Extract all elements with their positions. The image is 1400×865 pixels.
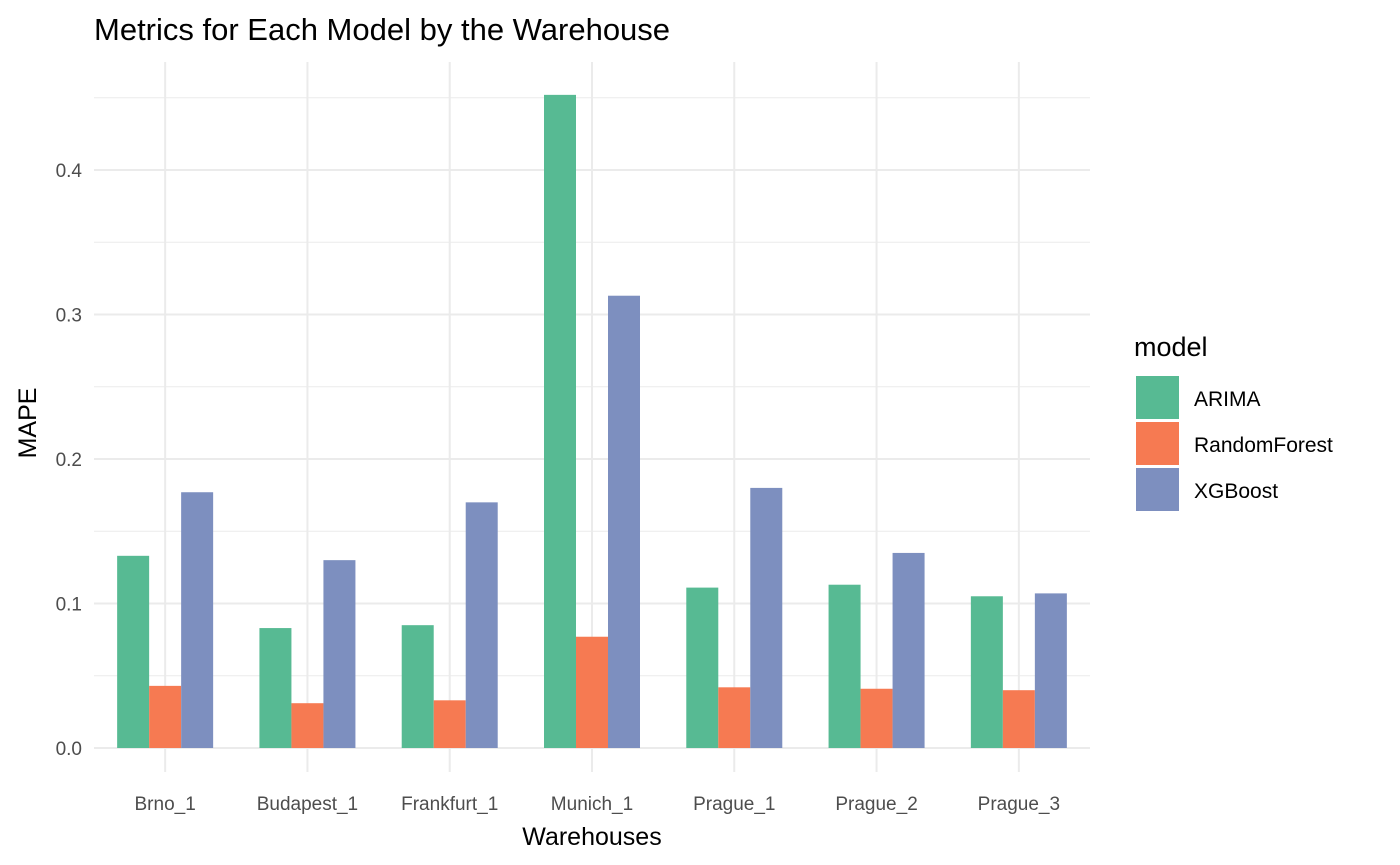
bar-arima-brno_1 [117,555,150,748]
bar-arima-prague_3 [970,596,1003,748]
y-tick-label: 0.4 [56,161,83,182]
legend-label-xgboost: XGBoost [1194,480,1278,503]
bar-randomforest-brno_1 [149,685,182,748]
y-tick-label: 0.0 [56,739,82,760]
x-tick-label: Munich_1 [551,794,633,815]
legend-label-arima: ARIMA [1194,388,1261,411]
legend-title: model [1134,332,1208,362]
bar-arima-frankfurt_1 [401,625,434,748]
bar-xgboost-frankfurt_1 [465,502,498,748]
y-tick-label: 0.1 [56,595,82,616]
bar-arima-budapest_1 [259,628,292,748]
bar-randomforest-prague_3 [1002,690,1035,748]
x-axis-title: Warehouses [522,823,661,851]
bar-xgboost-budapest_1 [323,560,356,748]
x-tick-label: Frankfurt_1 [401,794,498,815]
legend-key-arima [1136,376,1179,419]
bar-xgboost-prague_3 [1034,593,1067,748]
bar-xgboost-brno_1 [181,492,214,748]
bar-xgboost-prague_1 [750,487,783,748]
bar-xgboost-prague_2 [892,552,925,748]
legend-key-xgboost [1136,468,1179,511]
bar-randomforest-munich_1 [576,636,608,748]
x-tick-label: Budapest_1 [257,794,358,815]
y-tick-label: 0.2 [56,450,82,471]
bars [117,94,1067,749]
x-tick-label: Prague_1 [693,794,775,815]
x-tick-labels: Brno_1 Budapest_1 Frankfurt_1 Munich_1 Pragu… [135,794,1061,815]
legend: model ARIMA RandomForest XGBoost [1134,332,1333,511]
bar-randomforest-frankfurt_1 [433,700,466,748]
bar-randomforest-budapest_1 [291,703,324,748]
x-tick-label: Prague_3 [978,794,1060,815]
bar-arima-prague_1 [686,587,719,748]
bar-randomforest-prague_2 [860,688,893,748]
bar-arima-munich_1 [544,94,576,749]
y-axis-title: MAPE [14,388,42,459]
y-tick-labels: 0.0 0.1 0.2 0.3 0.4 [56,161,83,760]
legend-label-randomforest: RandomForest [1194,434,1333,457]
y-tick-label: 0.3 [56,306,82,327]
x-tick-label: Brno_1 [135,794,196,815]
x-tick-label: Prague_2 [835,794,917,815]
bar-xgboost-munich_1 [608,295,640,748]
legend-key-randomforest [1136,422,1179,465]
bar-arima-prague_2 [828,584,861,748]
chart-title: Metrics for Each Model by the Warehouse [94,12,670,47]
bar-randomforest-prague_1 [718,687,751,748]
